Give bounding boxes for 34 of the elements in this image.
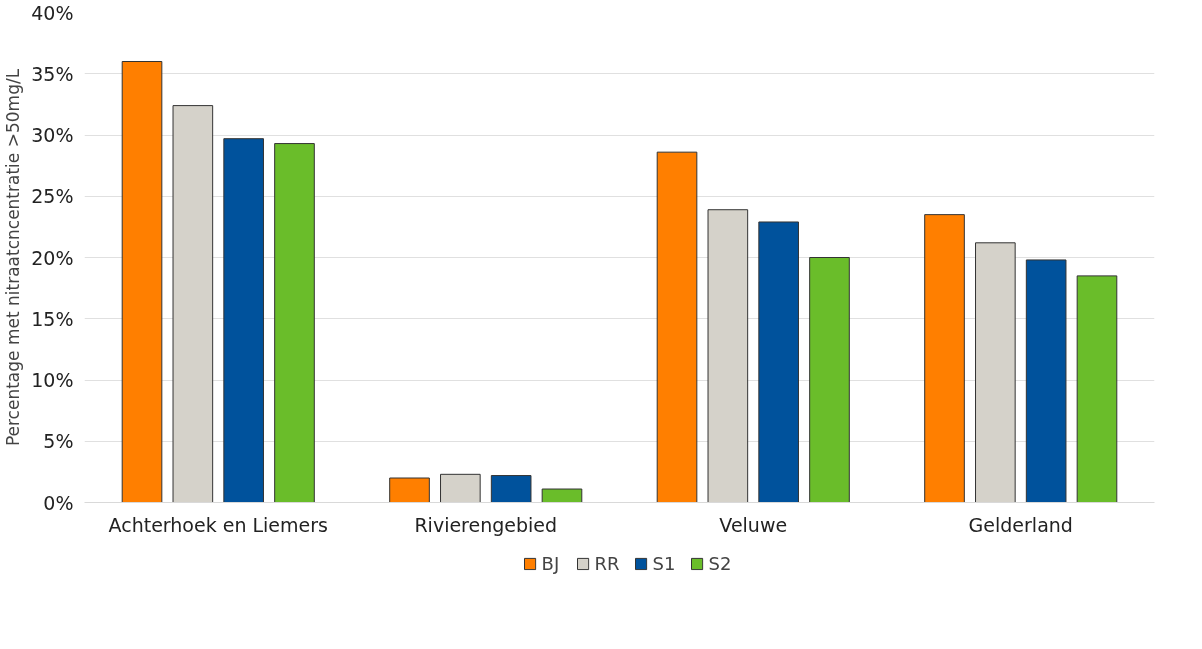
legend-label: BJ [541,552,561,574]
bar [656,151,698,503]
y-tick-label: 5% [43,430,74,453]
bar [924,214,965,503]
x-tick-label: Gelderland [968,513,1073,536]
y-tick-label: 25% [31,185,74,208]
bar [707,209,749,503]
bar [809,257,850,503]
x-tick-label: Achterhoek en Liemers [108,513,328,536]
y-tick-label: 0% [43,491,74,514]
bar [121,61,163,503]
y-tick-label: 30% [31,124,74,146]
bar [1076,275,1118,503]
legend-label: S2 [708,552,732,574]
legend-label: RR [594,552,620,574]
bar [758,221,799,503]
legend-label: S1 [652,552,676,574]
x-tick-label: Veluwe [719,513,788,536]
bar [541,488,583,503]
y-tick-label: 35% [31,62,74,85]
y-tick-label: 20% [31,246,74,269]
bar [223,138,264,503]
bar [975,242,1016,503]
y-tick-label: 15% [31,307,74,330]
y-axis-title: Percentage met nitraatcncentratie >50mg/L [3,68,24,447]
bar [274,143,315,503]
y-tick-label: 40% [31,1,74,24]
bar [440,473,481,503]
bar [389,477,430,503]
bar [490,475,532,503]
bar [1025,259,1067,503]
y-tick-label: 10% [31,369,74,391]
bar [172,105,214,503]
x-tick-label: Rivierengebied [414,513,558,536]
